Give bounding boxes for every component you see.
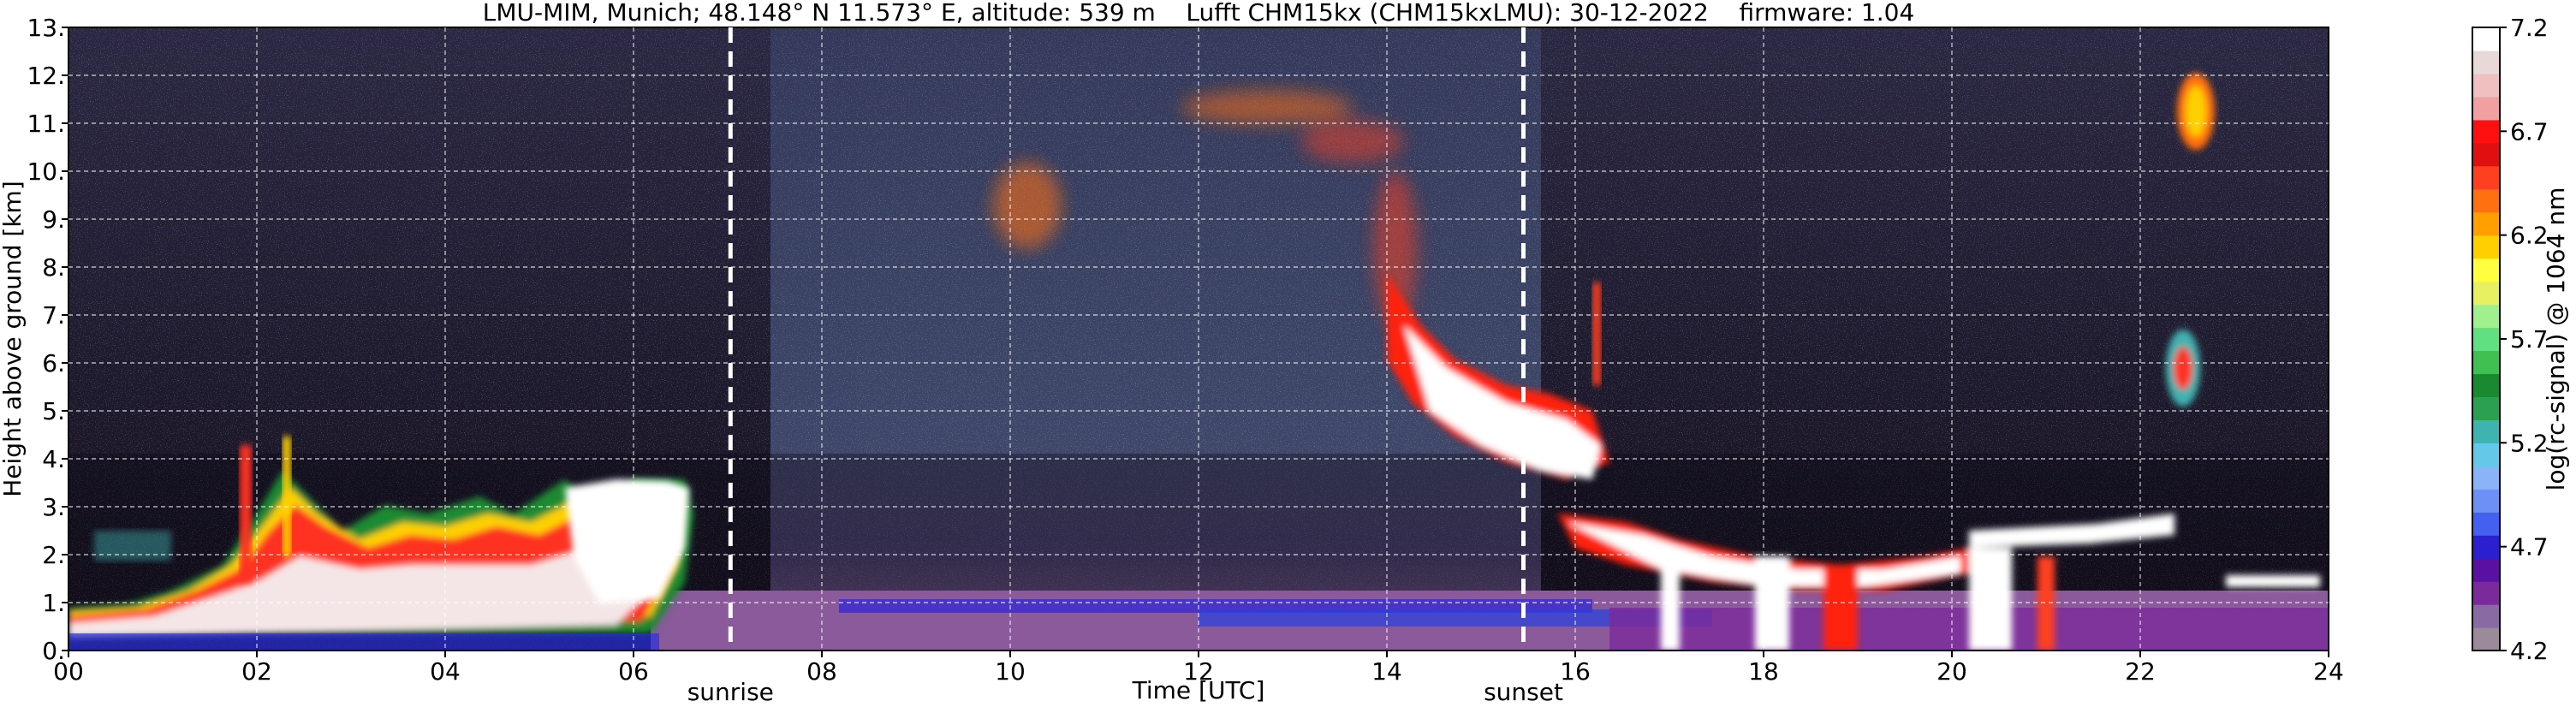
colorbar-segment — [2472, 373, 2500, 398]
x-tick-label: 00 — [53, 657, 84, 686]
colorbar-segment — [2472, 27, 2500, 51]
y-tick-label: 6. — [42, 349, 65, 377]
colorbar-segment — [2472, 466, 2500, 490]
x-tick-label: 18 — [1748, 657, 1779, 686]
colorbar-segment — [2472, 419, 2500, 443]
colorbar-segment — [2472, 304, 2500, 329]
colorbar-tick-label: 4.7 — [2510, 533, 2549, 561]
colorbar-segment — [2472, 327, 2500, 352]
y-tick-label: 12. — [27, 62, 65, 90]
colorbar-segment — [2472, 604, 2500, 628]
colorbar-segment — [2472, 258, 2500, 282]
colorbar-segment — [2472, 489, 2500, 513]
sunrise-label: sunrise — [687, 678, 774, 706]
y-tick-label: 7. — [42, 301, 65, 330]
colorbar-segment — [2472, 235, 2500, 259]
colorbar-segment — [2472, 558, 2500, 582]
x-tick-label: 12 — [1183, 657, 1214, 686]
sunset-label: sunset — [1484, 678, 1563, 706]
x-tick-label: 04 — [430, 657, 461, 686]
y-tick-label: 13. — [27, 14, 65, 42]
colorbar-segment — [2472, 350, 2500, 375]
colorbar-segment — [2472, 96, 2500, 121]
y-tick-label: 1. — [42, 589, 65, 617]
y-tick-label: 9. — [42, 205, 65, 234]
marker-lines — [728, 27, 1526, 651]
marker-labels: sunrise sunset — [687, 678, 1563, 706]
colorbar-segment — [2472, 188, 2500, 213]
colorbar-segment — [2472, 142, 2500, 167]
colorbar-segment — [2472, 535, 2500, 559]
y-tick-label: 2. — [42, 541, 65, 569]
colorbar-segment — [2472, 443, 2500, 466]
colorbar-segment — [2472, 581, 2500, 605]
colorbar-tick-label: 4.2 — [2510, 637, 2549, 665]
x-tick-label: 22 — [2125, 657, 2156, 686]
colorbar — [2472, 27, 2500, 651]
y-axis: 0. 1. 2. 3. 4. 5. 6. 7. 8. 9. 10. 11. 12. 13. — [27, 14, 68, 665]
y-tick-label: 0. — [42, 637, 65, 665]
colorbar-segment — [2472, 50, 2500, 74]
colorbar-segment — [2472, 627, 2500, 651]
x-tick-label: 14 — [1371, 657, 1402, 686]
colorbar-label: log(rc-signal) @ 1064 nm — [2542, 187, 2570, 491]
colorbar-tick-label: 5.7 — [2510, 325, 2549, 354]
y-tick-label: 10. — [27, 157, 65, 186]
colorbar-tick-label: 7.2 — [2510, 14, 2549, 42]
colorbar-segment — [2472, 396, 2500, 420]
y-tick-label: 11. — [27, 110, 65, 138]
colorbar-tick-label: 6.2 — [2510, 222, 2549, 250]
x-tick-label: 06 — [618, 657, 649, 686]
x-tick-label: 08 — [806, 657, 837, 686]
x-axis-label: Time [UTC] — [1132, 676, 1265, 704]
colorbar-segment — [2472, 119, 2500, 144]
colorbar-segment — [2472, 165, 2500, 190]
colorbar-tick-label: 6.7 — [2510, 117, 2549, 146]
y-tick-label: 3. — [42, 493, 65, 521]
x-tick-label: 24 — [2313, 657, 2344, 686]
grid — [68, 27, 2329, 651]
y-tick-label: 8. — [42, 253, 65, 282]
y-tick-label: 4. — [42, 445, 65, 473]
colorbar-segment — [2472, 512, 2500, 536]
x-tick-label: 10 — [995, 657, 1026, 686]
x-tick-label: 20 — [1936, 657, 1967, 686]
colorbar-segment — [2472, 73, 2500, 98]
chart-title: LMU-MIM, Munich; 48.148° N 11.573° E, al… — [483, 0, 1915, 27]
colorbar-ticks: 4.2 4.7 5.2 5.7 6.2 6.7 7.2 — [2500, 14, 2549, 665]
x-tick-label: 02 — [241, 657, 272, 686]
colorbar-segment — [2472, 211, 2500, 236]
x-tick-label: 16 — [1560, 657, 1591, 686]
colorbar-segment — [2472, 281, 2500, 306]
colorbar-tick-label: 5.2 — [2510, 429, 2549, 457]
y-tick-label: 5. — [42, 397, 65, 425]
x-axis: 00 02 04 06 08 10 12 14 16 18 20 22 24 — [53, 651, 2344, 686]
y-axis-label: Height above ground [km] — [0, 181, 27, 497]
